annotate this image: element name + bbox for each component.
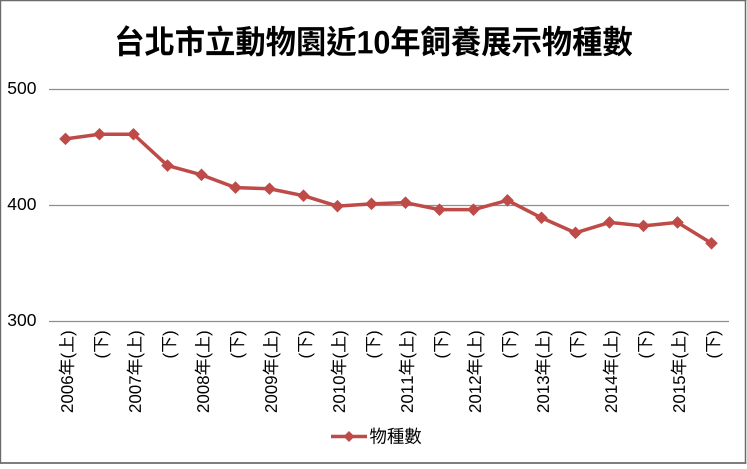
svg-text:500: 500 [7, 78, 36, 98]
svg-text:300: 300 [7, 310, 36, 330]
svg-text:400: 400 [7, 194, 36, 214]
